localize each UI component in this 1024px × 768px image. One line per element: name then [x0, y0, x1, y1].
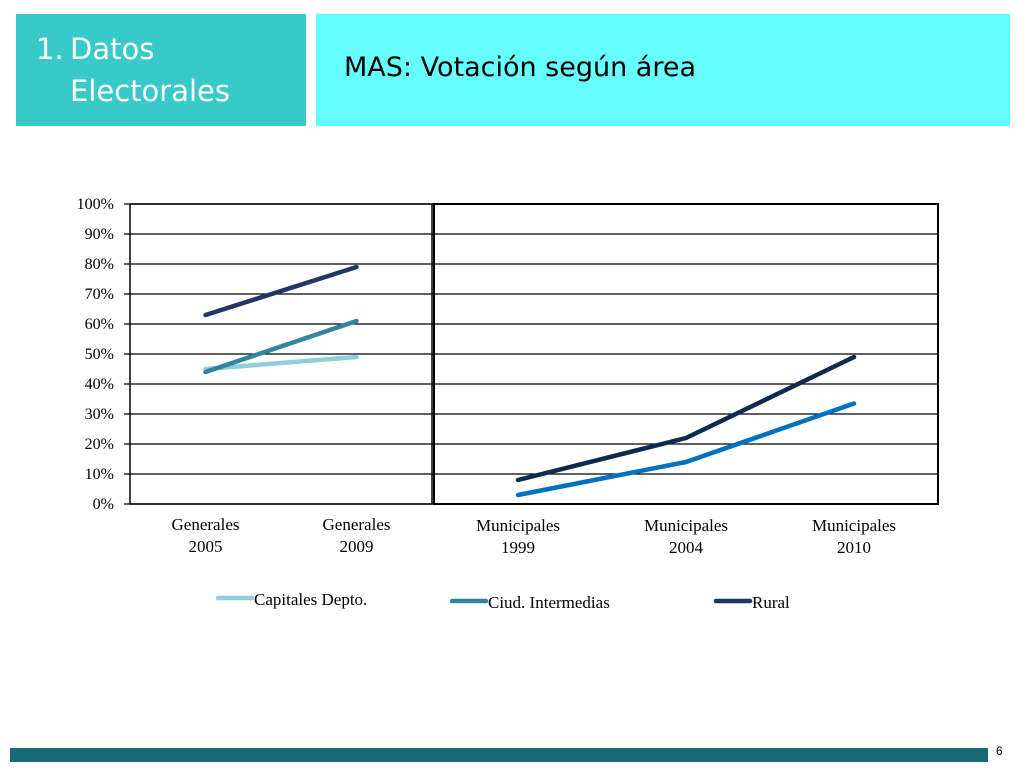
- series-line-generales-capitales-depto: [203, 354, 359, 372]
- y-tick-label: 90%: [85, 226, 114, 243]
- section-title-line1: 1. Datos: [36, 28, 306, 70]
- legend-label: Capitales Depto.: [254, 590, 367, 609]
- section-header-box: 1. Datos Electorales: [16, 14, 306, 126]
- slide-title-box: MAS: Votación según área: [316, 14, 1010, 126]
- y-tick-label: 40%: [85, 376, 114, 393]
- y-tick-label: 30%: [85, 406, 114, 423]
- x-tick-label: Generales: [323, 515, 391, 534]
- section-number: 1.: [36, 32, 64, 66]
- y-tick-label: 0%: [93, 496, 114, 513]
- y-tick-label: 100%: [77, 196, 114, 213]
- x-tick-label: Municipales: [476, 516, 560, 535]
- section-title-text: Datos: [70, 32, 155, 66]
- x-tick-label: Municipales: [644, 516, 728, 535]
- y-tick-label: 60%: [85, 316, 114, 333]
- series-line-generales-ciud-intermedias: [203, 318, 359, 375]
- x-tick-label: 2004: [669, 538, 704, 557]
- series-line-municipales-ciud-intermedias: [515, 401, 857, 498]
- legend-label: Ciud. Intermedias: [488, 593, 610, 612]
- x-tick-label: 2009: [340, 537, 374, 556]
- series-line-municipales-rural: [515, 354, 857, 483]
- section-title-line2: Electorales: [70, 74, 230, 108]
- legend-label: Rural: [752, 593, 790, 612]
- page-number: 6: [996, 744, 1003, 758]
- y-tick-label: 10%: [85, 466, 114, 483]
- y-tick-label: 20%: [85, 436, 114, 453]
- slide-title: MAS: Votación según área: [344, 52, 697, 83]
- x-tick-label: 1999: [501, 538, 535, 557]
- x-tick-label: 2005: [189, 537, 223, 556]
- series-line-generales-rural: [203, 264, 359, 318]
- y-tick-label: 70%: [85, 286, 114, 303]
- x-tick-label: Municipales: [812, 516, 896, 535]
- y-tick-label: 80%: [85, 256, 114, 273]
- x-tick-label: Generales: [172, 515, 240, 534]
- y-tick-label: 50%: [85, 346, 114, 363]
- x-tick-label: 2010: [837, 538, 871, 557]
- footer-bar: [10, 748, 988, 762]
